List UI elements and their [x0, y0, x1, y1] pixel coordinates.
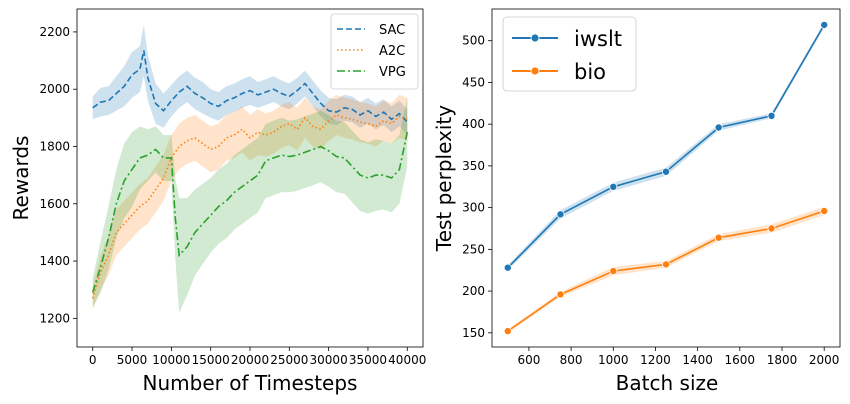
perplexity-x-tick-label: 2000 — [809, 353, 840, 367]
perplexity-x-ticks: 600 800 1000 1200 1400 1600 1800 2000 — [517, 347, 839, 367]
perplexity-x-axis-title: Batch size — [616, 371, 719, 395]
rewards-x-tick-label: 5000 — [117, 353, 148, 367]
perplexity-point-iwslt — [662, 167, 671, 176]
rewards-band-sac — [92, 24, 408, 135]
rewards-legend-box — [330, 13, 419, 90]
perplexity-x-tick-label: 1000 — [598, 353, 629, 367]
perplexity-chart: 600 800 1000 1200 1400 1600 1800 2000 150 200 250… — [432, 8, 841, 395]
perplexity-y-tick-label: 400 — [462, 117, 485, 131]
rewards-line-vpg — [91, 132, 409, 293]
rewards-x-tick-label: 10000 — [152, 353, 190, 367]
perplexity-point-iwslt — [503, 263, 512, 272]
perplexity-series-markers — [503, 20, 829, 336]
perplexity-point-bio — [609, 267, 618, 276]
perplexity-y-axis-title: Test perplexity — [432, 105, 456, 252]
perplexity-y-tick-label: 200 — [462, 284, 485, 298]
rewards-x-tick-label: 35000 — [349, 353, 387, 367]
perplexity-y-tick-label: 450 — [462, 75, 485, 89]
rewards-series-lines — [91, 50, 409, 299]
rewards-legend: SAC A2C VPG — [330, 13, 419, 90]
perplexity-point-bio — [503, 327, 512, 336]
perplexity-legend-marker-iwslt — [530, 33, 540, 43]
perplexity-y-tick-label: 250 — [462, 242, 485, 256]
perplexity-point-bio — [767, 224, 776, 233]
rewards-x-tick-label: 30000 — [310, 353, 348, 367]
rewards-y-axis-title: Rewards — [9, 136, 33, 221]
perplexity-y-tick-label: 150 — [462, 326, 485, 340]
perplexity-point-iwslt — [767, 111, 776, 120]
rewards-x-axis-title: Number of Timesteps — [143, 371, 358, 395]
perplexity-point-bio — [820, 206, 829, 215]
perplexity-y-tick-label: 500 — [462, 34, 485, 48]
rewards-y-ticks: 1200 1400 1600 1800 2000 2200 — [39, 25, 77, 325]
perplexity-point-iwslt — [609, 182, 618, 191]
rewards-chart: 0 5000 10000 15000 20000 25000 30000 35000 40000… — [9, 8, 426, 395]
rewards-x-tick-label: 20000 — [231, 353, 269, 367]
rewards-y-tick-label: 2000 — [39, 82, 70, 96]
perplexity-legend-marker-bio — [530, 66, 540, 76]
rewards-x-tick-label: 25000 — [270, 353, 308, 367]
rewards-legend-label-a2c: A2C — [379, 44, 405, 59]
rewards-y-tick-label: 1200 — [39, 311, 70, 325]
rewards-x-ticks: 0 5000 10000 15000 20000 25000 30000 35000 40000 — [89, 347, 426, 367]
rewards-line-a2c — [91, 114, 408, 299]
rewards-y-tick-label: 1800 — [39, 139, 70, 153]
rewards-line-sac — [92, 50, 408, 123]
rewards-x-tick-label: 15000 — [192, 353, 230, 367]
perplexity-point-bio — [714, 233, 723, 242]
perplexity-y-tick-label: 350 — [462, 159, 485, 173]
perplexity-x-tick-label: 800 — [560, 353, 583, 367]
rewards-legend-label-sac: SAC — [379, 23, 405, 38]
perplexity-legend: iwslt bio — [502, 16, 637, 92]
perplexity-y-ticks: 150 200 250 300 350 400 450 500 — [462, 34, 492, 340]
rewards-band-a2c — [92, 94, 408, 310]
perplexity-legend-label-bio: bio — [574, 60, 606, 84]
perplexity-plot-frame — [491, 8, 841, 348]
perplexity-confidence-bands — [507, 22, 825, 333]
rewards-y-tick-label: 1400 — [39, 254, 70, 268]
perplexity-point-iwslt — [556, 210, 565, 219]
rewards-legend-label-vpg: VPG — [379, 65, 406, 80]
perplexity-legend-label-iwslt: iwslt — [574, 27, 622, 51]
perplexity-x-tick-label: 1600 — [725, 353, 756, 367]
perplexity-point-iwslt — [820, 20, 829, 29]
rewards-y-tick-label: 1600 — [39, 197, 70, 211]
perplexity-band-bio — [507, 206, 825, 333]
rewards-y-tick-label: 2200 — [39, 25, 70, 39]
rewards-x-tick-label: 0 — [89, 353, 97, 367]
perplexity-point-bio — [662, 260, 671, 269]
perplexity-x-tick-label: 1200 — [640, 353, 671, 367]
perplexity-x-tick-label: 1400 — [682, 353, 713, 367]
perplexity-y-tick-label: 300 — [462, 201, 485, 215]
perplexity-x-tick-label: 1800 — [767, 353, 798, 367]
perplexity-point-iwslt — [714, 123, 723, 132]
rewards-x-tick-label: 40000 — [388, 353, 426, 367]
perplexity-x-tick-label: 600 — [517, 353, 540, 367]
perplexity-point-bio — [556, 290, 565, 299]
